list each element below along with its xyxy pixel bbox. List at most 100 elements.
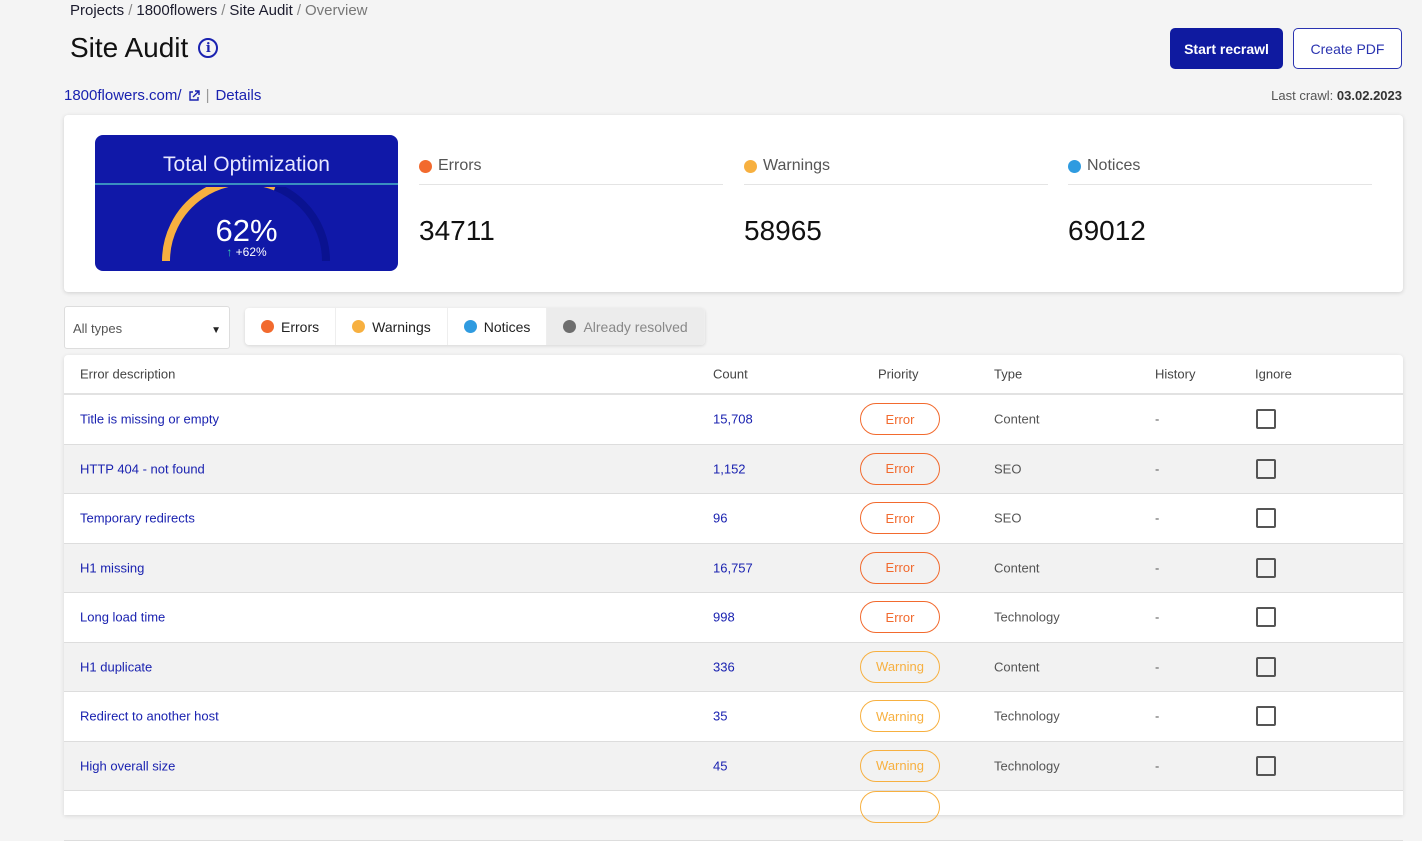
breadcrumb: Projects/1800flowers / Site Audit / Overview [70, 2, 368, 19]
priority-badge: Error [860, 452, 940, 485]
table-row: Redirect to another host 35 Warning Tech… [64, 692, 1403, 742]
issue-history: - [1155, 659, 1160, 675]
issue-history: - [1155, 758, 1160, 774]
issue-count-link[interactable]: 45 [713, 758, 728, 774]
notice-dot-icon [1068, 159, 1081, 173]
issue-count-link[interactable]: 96 [713, 510, 728, 526]
info-icon[interactable]: i [198, 38, 219, 58]
notice-dot-icon [463, 320, 477, 333]
ignore-checkbox[interactable] [1256, 508, 1276, 529]
stat-value: 34711 [419, 215, 495, 246]
issue-history: - [1155, 609, 1160, 625]
issue-count-link[interactable]: 16,757 [713, 560, 753, 576]
issues-table: Error description Count Priority Type Hi… [64, 355, 1403, 841]
ignore-checkbox[interactable] [1256, 656, 1276, 677]
issue-description-link[interactable]: H1 duplicate [80, 659, 153, 675]
stat-label: Errors [438, 157, 482, 174]
header-count[interactable]: Count [713, 366, 748, 382]
optimization-percent: 62% [215, 213, 278, 248]
breadcrumb-project[interactable]: 1800flowers [136, 2, 218, 19]
filter-warnings[interactable]: Warnings [336, 308, 448, 345]
page-title: Site Audit i [70, 32, 219, 64]
issue-type: Content [994, 411, 1040, 427]
issue-description-link[interactable]: Temporary redirects [80, 510, 195, 526]
issue-description-link[interactable]: Redirect to another host [80, 708, 219, 724]
ignore-checkbox[interactable] [1256, 755, 1276, 776]
stat-notices: Notices 69012 [1068, 157, 1372, 247]
table-row: Long load time 998 Error Technology - [64, 593, 1403, 643]
site-url-link[interactable]: 1800flowers.com/ [64, 87, 182, 104]
issue-description-link[interactable]: HTTP 404 - not found [80, 461, 205, 477]
filter-already-resolved[interactable]: Already resolved [547, 308, 705, 345]
table-header: Error description Count Priority Type Hi… [64, 355, 1403, 395]
ignore-checkbox[interactable] [1256, 458, 1276, 479]
last-crawl: Last crawl: 03.02.2023 [1271, 88, 1402, 103]
table-row: H1 duplicate 336 Warning Content - [64, 642, 1403, 692]
priority-badge: Warning [860, 650, 940, 683]
caret-down-icon: ▼ [211, 325, 221, 336]
last-crawl-date: 03.02.2023 [1336, 88, 1402, 103]
issue-count-link[interactable]: 15,708 [713, 411, 753, 427]
type-select-value: All types [73, 321, 123, 336]
table-row: Temporary redirects 96 Error SEO - [64, 494, 1403, 544]
header-description[interactable]: Error description [80, 366, 176, 382]
ignore-checkbox[interactable] [1256, 607, 1276, 628]
breadcrumb-site-audit[interactable]: Site Audit [229, 2, 293, 19]
issue-description-link[interactable]: Long load time [80, 609, 166, 625]
type-select[interactable]: All types ▼ [64, 306, 230, 349]
table-row: High overall size 45 Warning Technology … [64, 741, 1403, 791]
table-row: H1 missing 16,757 Error Content - [64, 543, 1403, 593]
filter-errors[interactable]: Errors [245, 308, 337, 345]
table-row: HTTP 404 - not found 1,152 Error SEO - [64, 444, 1403, 494]
last-crawl-label: Last crawl: [1271, 88, 1334, 103]
issue-history: - [1155, 411, 1160, 427]
header-priority[interactable]: Priority [878, 366, 919, 382]
error-dot-icon [419, 159, 432, 173]
delta-value: +62% [235, 245, 267, 259]
details-link[interactable]: Details [215, 87, 262, 104]
issue-description-link[interactable]: High overall size [80, 758, 176, 774]
ignore-checkbox[interactable] [1256, 409, 1276, 430]
priority-badge: Warning [860, 749, 940, 782]
create-pdf-button[interactable]: Create PDF [1293, 28, 1402, 69]
start-recrawl-button[interactable]: Start recrawl [1170, 28, 1283, 69]
divider: | [205, 87, 210, 104]
ignore-checkbox[interactable] [1256, 557, 1276, 578]
table-row [64, 791, 1403, 841]
breadcrumb-projects[interactable]: Projects [70, 2, 125, 19]
filter-label: Notices [483, 318, 531, 335]
issue-type: Technology [994, 758, 1060, 774]
optimization-delta: ↑ +62% [95, 245, 398, 259]
priority-badge: Error [860, 551, 940, 584]
header-type[interactable]: Type [994, 366, 1023, 382]
issue-description-link[interactable]: Title is missing or empty [80, 411, 219, 427]
arrow-up-icon: ↑ [226, 245, 233, 259]
summary-card: Total Optimization 62% ↑ +62% Errors 347… [64, 115, 1403, 292]
filter-label: Errors [281, 318, 320, 335]
optimization-title: Total Optimization [95, 135, 398, 185]
gauge-fill [162, 187, 276, 262]
issue-count-link[interactable]: 35 [713, 708, 728, 724]
issue-description-link[interactable]: H1 missing [80, 560, 145, 576]
issue-count-link[interactable]: 1,152 [713, 461, 746, 477]
resolved-dot-icon [563, 320, 577, 333]
issue-history: - [1155, 461, 1160, 477]
issue-history: - [1155, 560, 1160, 576]
issue-type: Content [994, 560, 1040, 576]
stat-label: Warnings [763, 157, 830, 174]
ignore-checkbox[interactable] [1256, 706, 1276, 727]
external-link-icon[interactable] [188, 89, 200, 102]
priority-badge: Warning [860, 700, 940, 733]
header-history: History [1155, 366, 1196, 382]
stat-value: 58965 [744, 215, 822, 246]
priority-badge: Error [860, 403, 940, 436]
priority-badge: Error [860, 601, 940, 634]
page-title-text: Site Audit [70, 32, 189, 63]
issue-count-link[interactable]: 998 [713, 609, 735, 625]
issue-type: Content [994, 659, 1040, 675]
warning-dot-icon [744, 159, 757, 173]
filter-notices[interactable]: Notices [447, 308, 548, 345]
issue-count-link[interactable]: 336 [713, 659, 735, 675]
stat-errors: Errors 34711 [419, 157, 723, 247]
breadcrumb-current: Overview [304, 2, 368, 19]
